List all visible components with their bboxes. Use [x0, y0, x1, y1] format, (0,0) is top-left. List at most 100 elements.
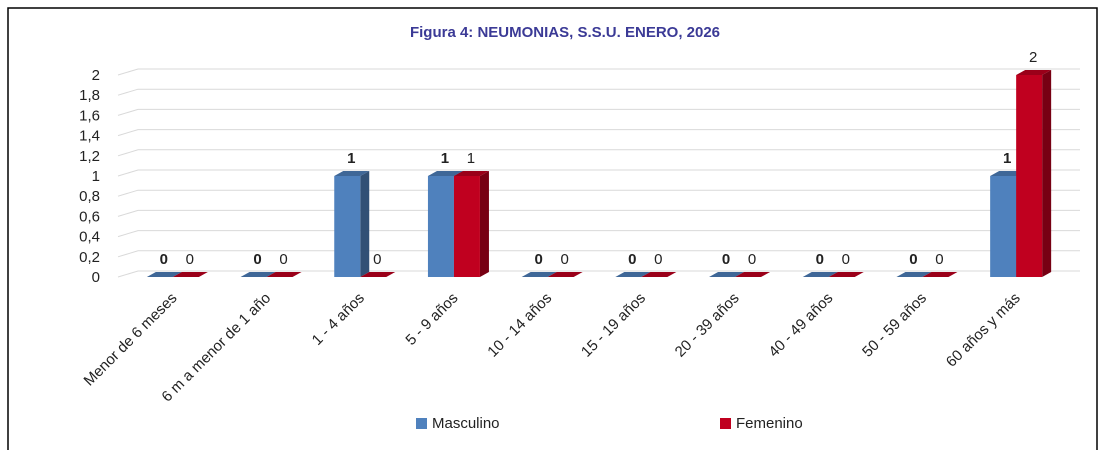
x-tick-label: Menor de 6 meses — [81, 290, 181, 390]
data-label: 1 — [441, 150, 449, 167]
y-tick-label: 0,2 — [79, 249, 100, 266]
bar-top — [360, 272, 396, 277]
bar-top — [922, 272, 958, 277]
bar-top — [334, 171, 370, 176]
grid-line — [117, 189, 1080, 197]
x-tick-label: 15 - 19 años — [578, 290, 649, 361]
bar — [735, 272, 771, 277]
legend-label: Masculino — [432, 415, 500, 432]
chart-frame — [7, 7, 1098, 450]
data-label: 1 — [347, 150, 355, 167]
chart-title: Figura 4: NEUMONIAS, S.S.U. ENERO, 2026 — [410, 24, 720, 41]
bar-front — [334, 176, 361, 277]
bar — [802, 272, 838, 277]
legend-label: Femenino — [736, 415, 803, 432]
x-tick-label: 1 - 4 años — [309, 290, 368, 349]
bar — [709, 272, 745, 277]
data-label: 0 — [816, 251, 824, 268]
y-tick-label: 2 — [92, 67, 100, 84]
data-label: 0 — [842, 251, 850, 268]
y-tick-label: 0,4 — [79, 229, 100, 246]
bar-top — [615, 272, 651, 277]
data-label: 1 — [467, 150, 475, 167]
grid-line — [117, 209, 1080, 217]
x-tick-label: 20 - 39 años — [672, 290, 743, 361]
bar-front — [427, 176, 454, 277]
bar-top — [896, 272, 932, 277]
data-label: 0 — [534, 251, 542, 268]
bar — [266, 272, 302, 277]
x-tick-label: 40 - 49 años — [765, 290, 836, 361]
bar-top — [240, 272, 276, 277]
data-label: 0 — [160, 251, 168, 268]
bar — [334, 171, 370, 277]
data-label: 0 — [560, 251, 568, 268]
data-label: 2 — [1029, 49, 1037, 66]
grid-line — [117, 108, 1080, 116]
bar-top — [802, 272, 838, 277]
bar-top — [172, 272, 208, 277]
grid-line — [117, 250, 1080, 258]
legend-swatch — [416, 418, 427, 429]
data-label: 0 — [748, 251, 756, 268]
bar — [172, 272, 208, 277]
y-tick-label: 0 — [92, 269, 100, 286]
grid-line — [117, 149, 1080, 157]
bar-top — [266, 272, 302, 277]
y-tick-label: 0,8 — [79, 188, 100, 205]
bar — [146, 272, 182, 277]
y-tick-label: 1,4 — [79, 128, 100, 145]
data-label: 0 — [722, 251, 730, 268]
data-label: 0 — [628, 251, 636, 268]
bar-front — [1016, 75, 1043, 277]
x-tick-label: 10 - 14 años — [484, 290, 555, 361]
bar-top — [828, 272, 864, 277]
y-tick-label: 1 — [92, 168, 100, 185]
x-tick-label: 6 m a menor de 1 año — [158, 290, 274, 406]
bar — [547, 272, 583, 277]
bar-top — [709, 272, 745, 277]
y-tick-label: 1,6 — [79, 107, 100, 124]
data-label: 1 — [1003, 150, 1011, 167]
data-label: 0 — [935, 251, 943, 268]
legend-swatch — [720, 418, 731, 429]
grid-line — [117, 88, 1080, 96]
bar-side — [1042, 70, 1052, 277]
bar-top — [641, 272, 677, 277]
grid-line — [117, 270, 1080, 278]
bar-top — [735, 272, 771, 277]
x-tick-label: 5 - 9 años — [402, 290, 461, 349]
data-label: 0 — [186, 251, 194, 268]
bar — [521, 272, 557, 277]
y-tick-label: 0,6 — [79, 208, 100, 225]
bar-front — [453, 176, 480, 277]
y-tick-label: 1,8 — [79, 87, 100, 104]
data-label: 0 — [373, 251, 381, 268]
grid-line — [117, 230, 1080, 238]
y-tick-label: 1,2 — [79, 148, 100, 165]
grid-line — [117, 129, 1080, 137]
data-label: 0 — [279, 251, 287, 268]
bar-top — [1016, 70, 1052, 75]
bar — [922, 272, 958, 277]
bar-side — [360, 171, 370, 277]
bar — [828, 272, 864, 277]
grid-line — [117, 68, 1080, 76]
x-tick-label: 60 años y más — [943, 290, 1024, 371]
bar — [360, 272, 396, 277]
bar-top — [453, 171, 489, 176]
bar-top — [146, 272, 182, 277]
bar — [1016, 70, 1052, 277]
data-label: 0 — [909, 251, 917, 268]
bar — [615, 272, 651, 277]
bar-front — [990, 176, 1017, 277]
bar-side — [479, 171, 489, 277]
bar — [641, 272, 677, 277]
bar — [896, 272, 932, 277]
bar — [453, 171, 489, 277]
x-tick-label: 50 - 59 años — [859, 290, 930, 361]
bar — [240, 272, 276, 277]
grid-line — [117, 169, 1080, 177]
data-label: 0 — [253, 251, 261, 268]
